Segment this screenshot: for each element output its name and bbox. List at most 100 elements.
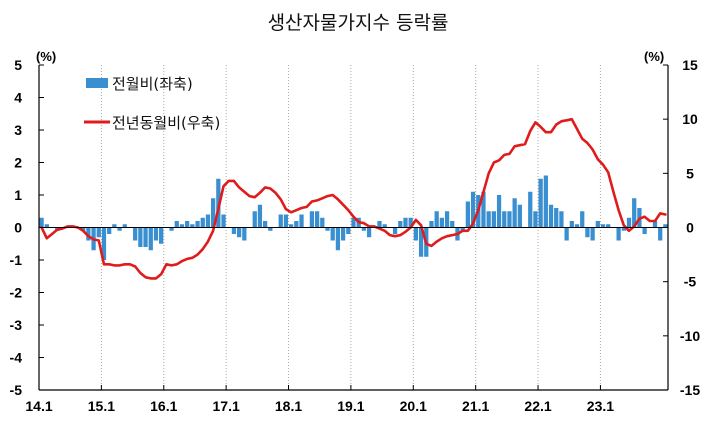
bar — [621, 227, 626, 231]
bar — [325, 227, 330, 231]
bar — [543, 175, 548, 228]
bar — [585, 227, 590, 238]
left-tick-label: 4 — [14, 90, 22, 106]
x-tick-label: 17.1 — [213, 398, 240, 414]
bar — [496, 195, 502, 228]
bar — [314, 211, 320, 228]
right-axis-unit: (%) — [644, 49, 664, 64]
left-tick-label: -5 — [10, 382, 23, 398]
bar — [564, 227, 569, 241]
bar — [507, 211, 512, 228]
bar — [288, 224, 294, 228]
bar — [278, 214, 283, 228]
bar — [268, 227, 273, 231]
bar — [606, 224, 611, 228]
bar — [190, 224, 195, 228]
bar — [491, 211, 496, 228]
bar — [517, 204, 522, 228]
left-tick-label: 3 — [14, 122, 22, 138]
bar — [231, 227, 237, 234]
bar — [211, 198, 216, 228]
bar — [434, 211, 439, 228]
x-tick-label: 23.1 — [587, 398, 614, 414]
x-tick-label: 15.1 — [88, 398, 115, 414]
bar — [117, 227, 122, 231]
bar — [330, 227, 335, 241]
bar — [616, 227, 621, 241]
bar — [221, 214, 226, 228]
bar — [174, 221, 179, 228]
bar — [663, 224, 668, 228]
right-tick-label: -5 — [684, 274, 697, 290]
bar — [153, 227, 159, 241]
bar — [408, 217, 413, 228]
bar — [361, 227, 367, 231]
bar — [262, 221, 268, 228]
bar — [444, 211, 450, 228]
x-tick-label: 20.1 — [400, 398, 427, 414]
x-tick-label: 16.1 — [150, 398, 177, 414]
right-tick-label: 5 — [686, 165, 694, 181]
bar — [39, 217, 44, 228]
bar — [481, 191, 486, 228]
x-tick-label: 18.1 — [275, 398, 302, 414]
x-tick-label: 19.1 — [337, 398, 364, 414]
bar — [559, 211, 564, 228]
bar — [346, 227, 351, 234]
bar — [382, 224, 387, 228]
bar — [528, 191, 533, 228]
left-tick-label: 5 — [14, 57, 22, 73]
bar — [205, 214, 211, 228]
axes — [38, 64, 669, 391]
bar — [512, 198, 517, 228]
legend: 전월비(좌축) 전년동월비(우축) — [84, 75, 220, 132]
bar — [148, 227, 153, 251]
legend-bar-swatch — [86, 78, 108, 88]
x-tick-label: 22.1 — [524, 398, 551, 414]
bar — [242, 227, 247, 241]
bar — [299, 214, 304, 228]
x-tick-label: 14.1 — [25, 398, 52, 414]
bar — [44, 224, 49, 228]
bar — [450, 221, 455, 228]
bar — [439, 217, 445, 228]
left-tick-label: -2 — [10, 285, 23, 301]
left-tick-label: -4 — [10, 350, 23, 366]
bar — [377, 221, 382, 228]
left-tick-labels: 5 4 3 2 1 0 -1 -2 -3 -4 -5 — [10, 57, 23, 398]
bar — [574, 224, 580, 228]
bar — [169, 227, 174, 231]
bar — [340, 227, 346, 241]
legend-line-label: 전년동월비(우축) — [112, 114, 220, 132]
bar — [138, 227, 143, 247]
bar — [143, 227, 148, 247]
right-tick-labels: 15 10 5 0 -5 -10 -15 — [680, 57, 700, 398]
left-tick-label: -1 — [10, 252, 23, 268]
left-tick-label: 0 — [14, 220, 22, 236]
bar — [486, 211, 491, 228]
bar — [351, 217, 356, 228]
bar — [538, 178, 543, 228]
bar — [309, 211, 315, 228]
right-tick-label: 15 — [682, 57, 698, 73]
legend-bar-label: 전월비(좌축) — [112, 75, 193, 93]
bar — [465, 201, 470, 228]
bar — [398, 221, 403, 228]
right-tick-label: -15 — [680, 382, 700, 398]
bar — [335, 227, 341, 251]
bar — [320, 217, 325, 228]
bar — [294, 221, 299, 228]
bar — [533, 211, 538, 228]
bar — [600, 224, 606, 228]
bar — [237, 227, 242, 238]
bar — [413, 227, 419, 241]
bar — [200, 217, 205, 228]
bar — [652, 221, 658, 228]
bar — [179, 224, 185, 228]
bar — [502, 211, 507, 228]
x-tick-labels: 14.1 15.1 16.1 17.1 18.1 19.1 20.1 21.1 22.1 23.1 — [25, 398, 614, 414]
left-axis-unit: (%) — [36, 49, 56, 64]
series-line — [40, 117, 667, 280]
bar — [580, 211, 585, 228]
